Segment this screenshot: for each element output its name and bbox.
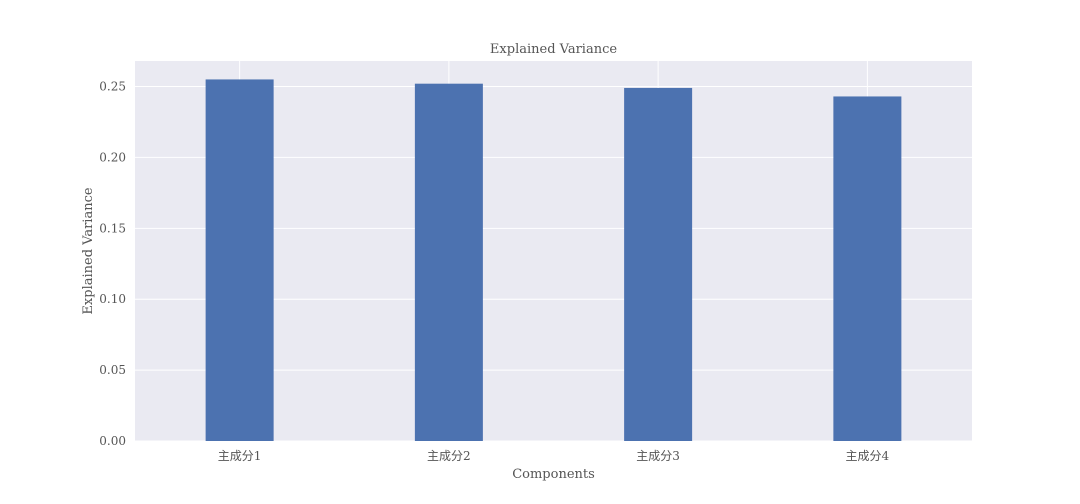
y-tick-label: 0.20	[99, 150, 126, 164]
x-tick-label: 主成分2	[427, 449, 471, 463]
y-tick-label: 0.15	[99, 221, 126, 235]
x-tick-label: 主成分3	[636, 449, 680, 463]
bar-4	[833, 96, 902, 442]
bar-3	[624, 87, 693, 441]
y-tick-label: 0.25	[99, 80, 126, 94]
y-tick-label: 0.00	[99, 434, 126, 448]
y-tick-label: 0.05	[99, 363, 126, 377]
chart-title: Explained Variance	[490, 42, 617, 57]
plot-area	[135, 61, 972, 441]
x-tick-label: 主成分1	[218, 449, 262, 463]
y-tick-label: 0.10	[99, 292, 126, 306]
y-axis-label: Explained Variance	[81, 187, 96, 314]
bar-2	[414, 83, 483, 441]
y-axis-ticks: 0.00 0.05 0.10 0.15 0.20 0.25	[99, 80, 126, 448]
bar-1	[205, 79, 274, 442]
x-axis-ticks: 主成分1 主成分2 主成分3 主成分4	[218, 449, 890, 463]
x-tick-label: 主成分4	[846, 449, 890, 463]
bars	[205, 79, 902, 442]
x-axis-label: Components	[512, 467, 595, 482]
